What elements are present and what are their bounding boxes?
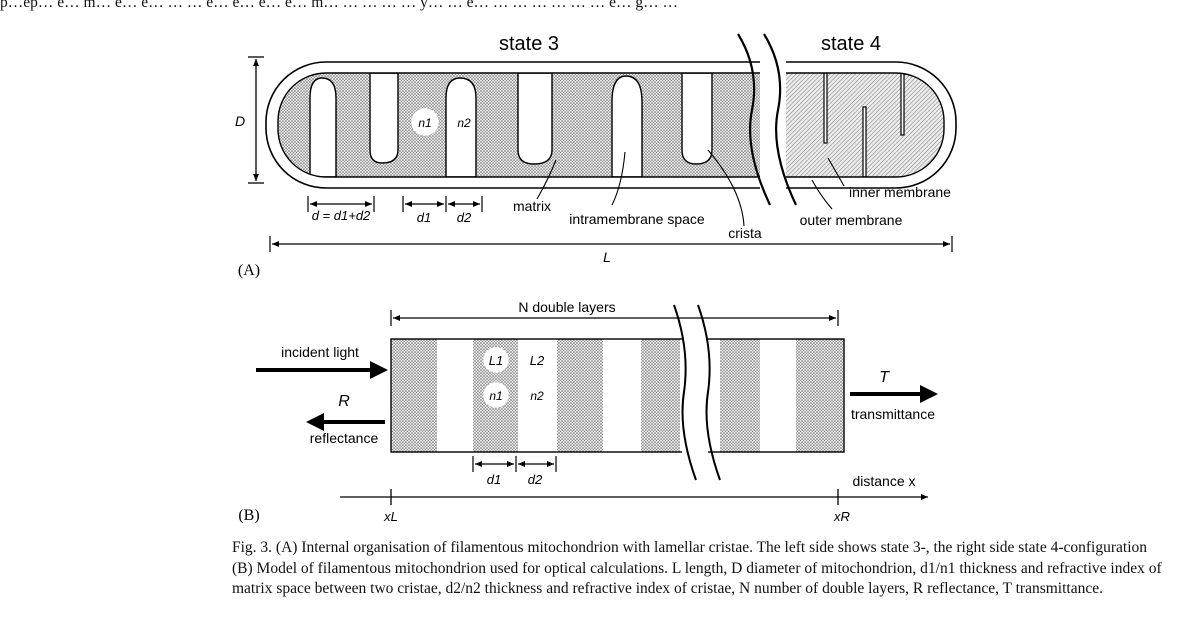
xr-label: xR [833,509,850,524]
state4-label: state 4 [821,33,881,55]
break-mark-b-right [697,304,721,481]
break-mark-b-left [673,304,697,481]
cut-off-previous-text: p…ep… e… m… e… e… … … e… e… e… e… m… … …… [0,0,679,11]
r-label: R [338,393,350,410]
l-label: L [603,249,611,265]
distance-x-label: distance x [852,473,915,489]
inner-membrane-label: inner membrane [849,184,951,200]
outer-membrane-label: outer membrane [800,212,903,228]
t-label: T [879,369,890,386]
matrix-layers [391,339,844,452]
panel-b-tag: (B) [238,507,259,524]
n2-label-b: n2 [530,389,544,403]
caption-line-2: (B) Model of filamentous mitochondrion u… [232,559,1162,577]
n2-label-a: n2 [457,116,471,130]
matrix-label: matrix [513,198,551,214]
incident-light-label: incident light [281,344,359,360]
l2-label: L2 [530,353,545,368]
panel-a-tag: (A) [238,262,260,279]
state3-label: state 3 [499,33,559,55]
d1-label-a: d1 [417,210,431,225]
caption-line-3: matrix space between two cristae, d2/n2 … [232,580,1103,597]
d2-label-b: d2 [528,472,543,487]
break-mark-right [763,33,797,206]
figure-caption: Fig. 3. (A) Internal organisation of fil… [232,538,1164,600]
caption-line-1: Fig. 3. (A) Internal organisation of fil… [232,539,1147,556]
n-double-layers-label: N double layers [518,299,615,315]
break-mark-left [737,33,771,206]
d1-label-b: d1 [487,472,501,487]
intramembrane-label: intramembrane space [569,211,705,227]
n1-label-a: n1 [418,116,431,130]
d2-label-a: d2 [457,210,472,225]
reflectance-label: reflectance [310,430,379,446]
panel-a: state 3 state 4 D n1 n2 d = d1+d2 d1 d2 … [235,33,957,279]
panel-b: N double layers L1 L2 n1 n2 incident lig… [238,299,938,524]
l1-label: L1 [489,353,503,368]
d-label: D [235,113,245,129]
d-sum-label: d = d1+d2 [312,208,371,223]
xl-label: xL [383,509,398,524]
figure-3: state 3 state 4 D n1 n2 d = d1+d2 d1 d2 … [235,33,957,524]
transmittance-label: transmittance [851,406,935,422]
n1-label-b: n1 [489,389,502,403]
crista-label: crista [728,225,762,241]
